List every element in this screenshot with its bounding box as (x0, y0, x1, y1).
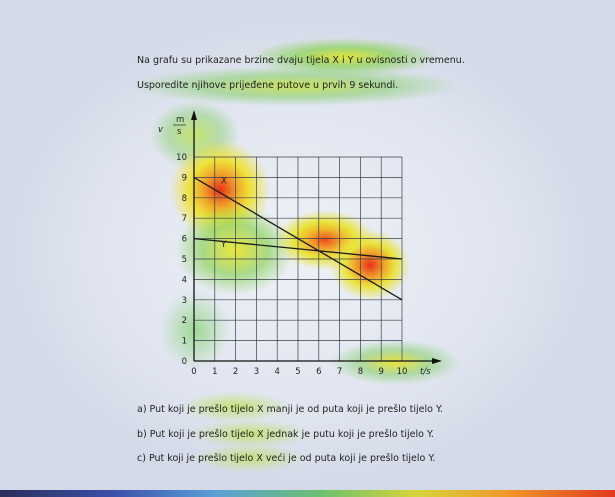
series-line-y (193, 237, 403, 260)
answer-option-c[interactable]: c) Put koji je prešlo tijelo X veći je o… (137, 453, 436, 464)
y-tick-label: 4 (182, 275, 187, 285)
y-tick-label: 10 (176, 153, 187, 163)
series-annotation-y: Y (220, 240, 227, 250)
y-axis-label-symbol: v (158, 125, 164, 135)
chart-labels: t/s v ms X Y (158, 115, 431, 377)
heatmap-color-scale (0, 490, 615, 497)
y-tick-label: 7 (182, 214, 187, 224)
y-tick-label: 8 (182, 194, 187, 204)
y-tick-label: 5 (182, 255, 187, 265)
x-tick-label: 1 (212, 367, 217, 377)
chart-ticks: 0 1 2 3 4 5 6 7 8 9 10 0 1 2 3 4 5 6 7 8 9 10 (176, 153, 407, 377)
y-tick-label: 6 (182, 235, 187, 245)
x-tick-label: 2 (233, 367, 238, 377)
answer-option-a[interactable]: a) Put koji je prešlo tijelo X manji je … (137, 404, 443, 415)
x-tick-label: 9 (378, 367, 383, 377)
x-tick-label: 3 (254, 367, 259, 377)
y-tick-label: 3 (182, 296, 187, 306)
chart-axes (191, 110, 442, 364)
chart-series (193, 176, 403, 301)
x-tick-label: 7 (337, 367, 342, 377)
x-axis-label: t/s (420, 367, 431, 377)
question-prompt-line1: Na grafu su prikazane brzine dvaju tijel… (137, 55, 465, 66)
series-annotation-x: X (221, 177, 227, 187)
y-tick-label: 9 (182, 173, 187, 183)
x-tick-label: 6 (316, 367, 321, 377)
question-prompt-line2: Usporedite njihove prijeđene putove u pr… (137, 80, 399, 91)
x-tick-label: 8 (358, 367, 363, 377)
y-tick-label: 0 (182, 357, 187, 367)
x-tick-label: 5 (295, 367, 300, 377)
chart-grid (193, 156, 403, 362)
x-axis-arrow (432, 358, 442, 364)
y-axis-label-unit-den: s (177, 127, 182, 137)
y-axis-label-unit-num: m (176, 115, 184, 125)
series-line-x (193, 176, 403, 301)
y-tick-label: 2 (182, 316, 187, 326)
x-tick-label: 4 (274, 367, 279, 377)
x-tick-label: 10 (397, 367, 408, 377)
y-tick-label: 1 (182, 337, 187, 347)
answer-option-b[interactable]: b) Put koji je prešlo tijelo X jednak je… (137, 429, 434, 440)
y-axis-arrow (191, 110, 197, 120)
x-tick-label: 0 (191, 367, 196, 377)
